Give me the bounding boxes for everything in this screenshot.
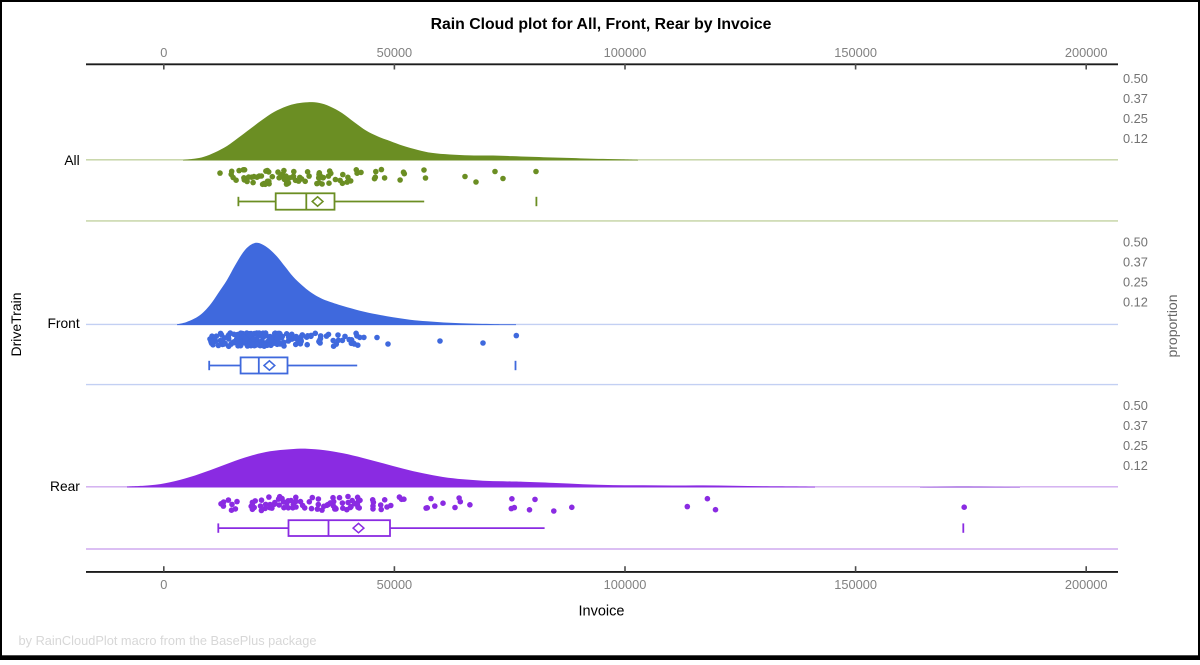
svg-text:0.50: 0.50 <box>1123 234 1148 249</box>
svg-text:0.50: 0.50 <box>1123 71 1148 86</box>
svg-text:0.25: 0.25 <box>1123 111 1148 126</box>
svg-text:0.25: 0.25 <box>1123 274 1148 289</box>
svg-text:0.12: 0.12 <box>1123 131 1148 146</box>
svg-text:Invoice: Invoice <box>579 604 625 620</box>
svg-text:100000: 100000 <box>604 577 647 592</box>
svg-text:150000: 150000 <box>834 45 877 60</box>
svg-text:0.50: 0.50 <box>1123 398 1148 413</box>
svg-text:Rain Cloud plot for All, Front: Rain Cloud plot for All, Front, Rear by … <box>431 16 772 33</box>
svg-text:0.25: 0.25 <box>1123 438 1148 453</box>
svg-text:0: 0 <box>160 577 167 592</box>
svg-text:DriveTrain: DriveTrain <box>8 292 24 356</box>
svg-text:50000: 50000 <box>377 577 413 592</box>
svg-text:0.12: 0.12 <box>1123 458 1148 473</box>
svg-text:proportion: proportion <box>1164 294 1180 357</box>
svg-text:Rear: Rear <box>50 479 80 494</box>
svg-text:200000: 200000 <box>1065 45 1108 60</box>
svg-text:50000: 50000 <box>377 45 413 60</box>
svg-text:0.37: 0.37 <box>1123 254 1148 269</box>
svg-text:100000: 100000 <box>604 45 647 60</box>
svg-text:200000: 200000 <box>1065 577 1108 592</box>
svg-text:0.12: 0.12 <box>1123 294 1148 309</box>
svg-text:All: All <box>64 153 79 168</box>
svg-text:by RainCloudPlot macro from th: by RainCloudPlot macro from the BasePlus… <box>19 633 317 648</box>
svg-text:0.37: 0.37 <box>1123 91 1148 106</box>
svg-text:Front: Front <box>47 316 79 331</box>
svg-text:0.37: 0.37 <box>1123 418 1148 433</box>
svg-text:150000: 150000 <box>834 577 877 592</box>
svg-text:0: 0 <box>160 45 167 60</box>
